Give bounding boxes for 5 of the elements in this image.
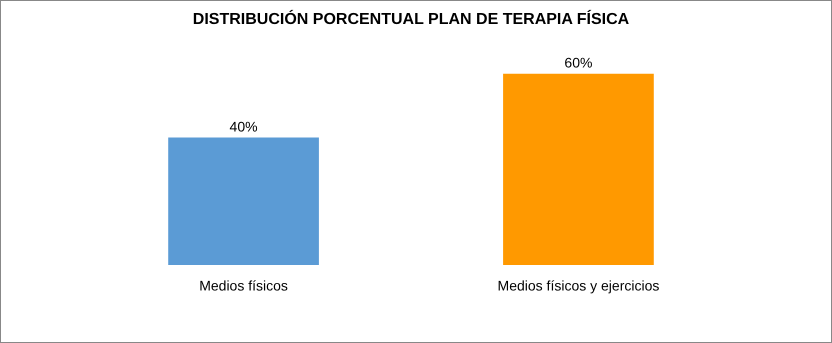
data-label: 60% [564,54,592,71]
x-tick-label: Medios físicos y ejercicios [498,278,660,294]
data-label: 40% [230,118,258,134]
chart-title: DISTRIBUCIÓN PORCENTUAL PLAN DE TERAPIA FÍSICA [192,9,630,28]
x-tick-label: Medios físicos [199,278,288,294]
